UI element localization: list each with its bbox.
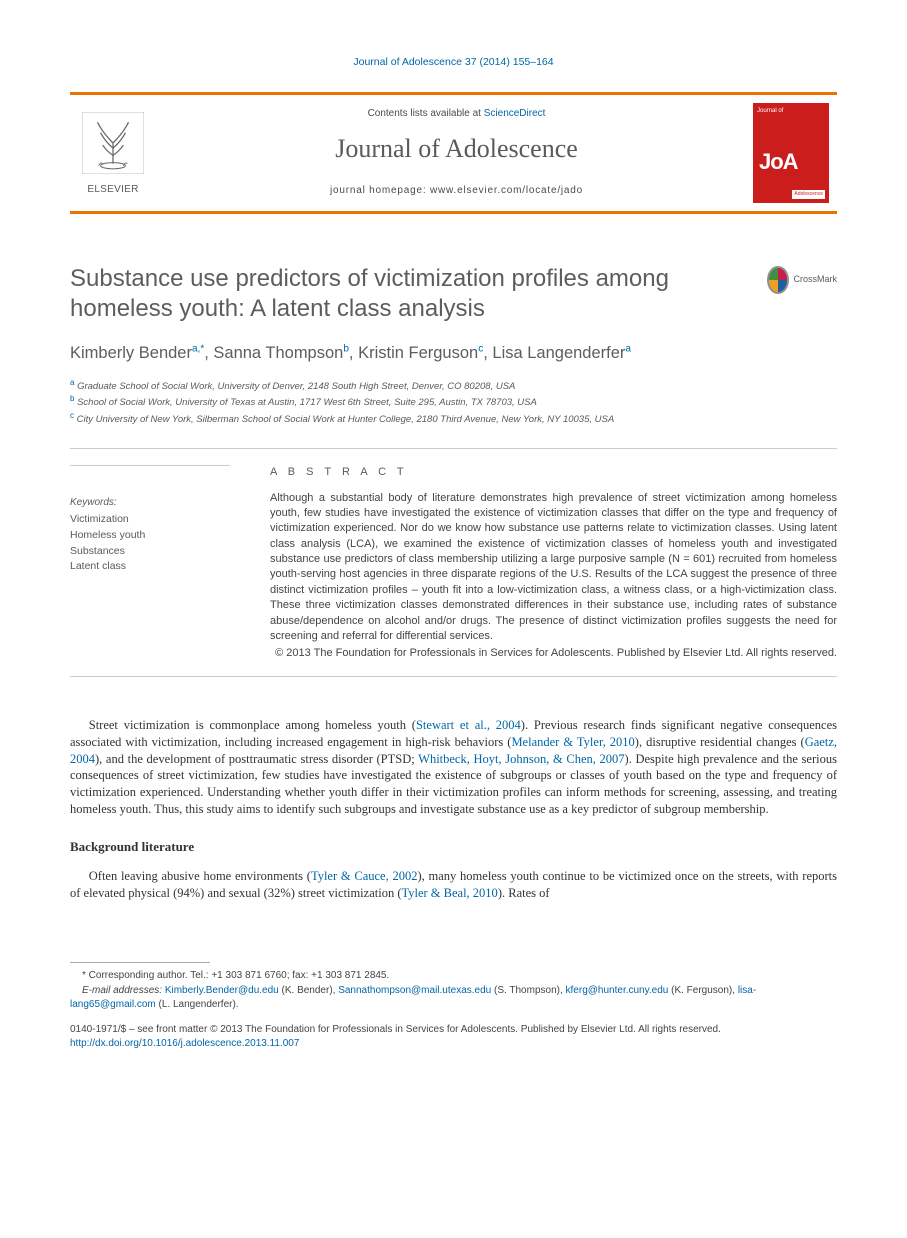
abstract-body: Although a substantial body of literatur… — [270, 492, 837, 643]
affiliation-row: c City University of New York, Silberman… — [70, 410, 837, 426]
doi-link[interactable]: http://dx.doi.org/10.1016/j.adolescence.… — [70, 1038, 299, 1049]
cover-small-text: Journal of — [757, 107, 783, 115]
section-heading-background: Background literature — [70, 838, 837, 856]
keyword: Homeless youth — [70, 528, 230, 544]
author-name: , Lisa Langenderfer — [483, 344, 625, 362]
crossmark-icon — [767, 266, 789, 294]
email-addresses-line: E-mail addresses: Kimberly.Bender@du.edu… — [70, 984, 837, 1013]
masthead: ELSEVIER Contents lists available at Sci… — [70, 92, 837, 214]
title-row: Substance use predictors of victimizatio… — [70, 264, 837, 324]
authors-line: Kimberly Bendera,*, Sanna Thompsonb, Kri… — [70, 342, 837, 365]
body-text: ). Rates of — [498, 886, 550, 900]
publisher-logo-block: ELSEVIER — [70, 104, 160, 202]
masthead-center: Contents lists available at ScienceDirec… — [160, 97, 753, 207]
body-text: ), disruptive residential changes ( — [635, 735, 805, 749]
keywords-column: Keywords: Victimization Homeless youth S… — [70, 465, 230, 662]
journal-homepage: journal homepage: www.elsevier.com/locat… — [160, 184, 753, 198]
abstract-text: Although a substantial body of literatur… — [270, 491, 837, 662]
abstract-copyright: © 2013 The Foundation for Professionals … — [270, 646, 837, 661]
citation-link[interactable]: Tyler & Beal, 2010 — [401, 886, 497, 900]
author-affiliation-sup: a,* — [192, 343, 204, 354]
email-name: (L. Langenderfer). — [156, 999, 239, 1010]
divider — [70, 465, 230, 466]
crossmark-badge[interactable]: CrossMark — [767, 266, 837, 294]
copyright-block: 0140-1971/$ – see front matter © 2013 Th… — [70, 1023, 837, 1051]
affiliation-text: School of Social Work, University of Tex… — [77, 397, 537, 408]
email-link[interactable]: kferg@hunter.cuny.edu — [566, 985, 669, 996]
author-name: , Kristin Ferguson — [349, 344, 478, 362]
author-affiliation-sup: a — [625, 343, 631, 354]
citation-link[interactable]: Tyler & Cauce, 2002 — [311, 869, 418, 883]
abstract-heading: A B S T R A C T — [270, 465, 837, 480]
journal-name: Journal of Adolescence — [160, 131, 753, 167]
page: Journal of Adolescence 37 (2014) 155–164… — [0, 0, 907, 1091]
email-name: (S. Thompson), — [491, 985, 565, 996]
body-text: ), and the development of posttraumatic … — [95, 752, 418, 766]
contents-available-line: Contents lists available at ScienceDirec… — [160, 107, 753, 121]
corresponding-author-note: * Corresponding author. Tel.: +1 303 871… — [70, 969, 837, 984]
cover-tag: Adolescence — [792, 190, 825, 199]
keywords-heading: Keywords: — [70, 496, 230, 510]
email-name: (K. Ferguson), — [668, 985, 737, 996]
divider — [70, 676, 837, 677]
citation-link[interactable]: Whitbeck, Hoyt, Johnson, & Chen, 2007 — [418, 752, 624, 766]
abstract-column: A B S T R A C T Although a substantial b… — [270, 465, 837, 662]
email-name: (K. Bender), — [279, 985, 338, 996]
email-label: E-mail addresses: — [82, 985, 165, 996]
publisher-name: ELSEVIER — [76, 183, 150, 197]
email-link[interactable]: Kimberly.Bender@du.edu — [165, 985, 279, 996]
divider — [70, 448, 837, 449]
elsevier-tree-icon — [82, 112, 144, 174]
contents-prefix: Contents lists available at — [368, 108, 484, 119]
keywords-list: Victimization Homeless youth Substances … — [70, 512, 230, 575]
footnotes: * Corresponding author. Tel.: +1 303 871… — [70, 969, 837, 1013]
footnote-divider — [70, 962, 210, 963]
cover-big-text: JoA — [759, 147, 798, 178]
running-header-citation: Journal of Adolescence 37 (2014) 155–164 — [70, 55, 837, 70]
author-name: Kimberly Bender — [70, 344, 192, 362]
affiliation-text: City University of New York, Silberman S… — [77, 414, 615, 425]
author-name: , Sanna Thompson — [204, 344, 343, 362]
affiliations: a Graduate School of Social Work, Univer… — [70, 377, 837, 426]
email-link[interactable]: Sannathompson@mail.utexas.edu — [338, 985, 491, 996]
keyword: Latent class — [70, 559, 230, 575]
abstract-block: Keywords: Victimization Homeless youth S… — [70, 465, 837, 662]
affiliation-row: b School of Social Work, University of T… — [70, 393, 837, 409]
citation-link[interactable]: Stewart et al., 2004 — [416, 718, 521, 732]
body-text: Street victimization is commonplace amon… — [89, 718, 416, 732]
keyword: Substances — [70, 544, 230, 560]
article-title: Substance use predictors of victimizatio… — [70, 264, 747, 324]
affiliation-text: Graduate School of Social Work, Universi… — [77, 381, 515, 392]
citation-link[interactable]: Melander & Tyler, 2010 — [511, 735, 634, 749]
crossmark-label: CrossMark — [793, 273, 837, 286]
keyword: Victimization — [70, 512, 230, 528]
intro-paragraph: Street victimization is commonplace amon… — [70, 717, 837, 818]
affiliation-row: a Graduate School of Social Work, Univer… — [70, 377, 837, 393]
front-matter-line: 0140-1971/$ – see front matter © 2013 Th… — [70, 1023, 837, 1037]
body-text: Often leaving abusive home environments … — [89, 869, 311, 883]
sciencedirect-link[interactable]: ScienceDirect — [484, 108, 546, 119]
journal-cover-thumbnail: Journal of JoA Adolescence — [753, 103, 829, 203]
background-paragraph: Often leaving abusive home environments … — [70, 868, 837, 902]
